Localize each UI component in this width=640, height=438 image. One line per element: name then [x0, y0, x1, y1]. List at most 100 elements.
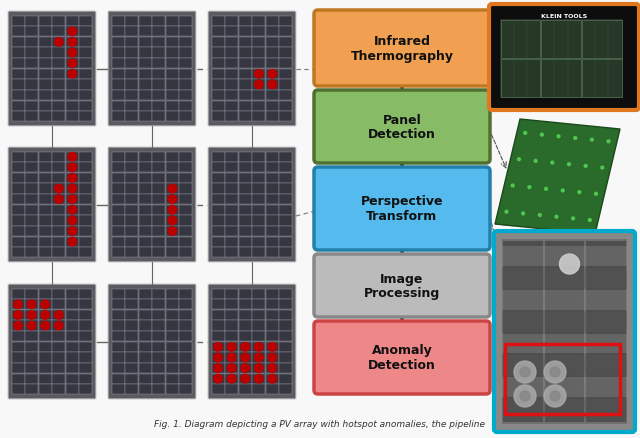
FancyBboxPatch shape	[489, 5, 639, 111]
Bar	[252, 70, 266, 80]
Bar	[252, 248, 266, 258]
Circle shape	[68, 49, 77, 58]
Bar	[38, 342, 52, 352]
Bar	[166, 226, 179, 237]
Bar	[125, 17, 138, 27]
Bar	[239, 353, 252, 363]
Bar	[66, 27, 79, 37]
Bar	[211, 91, 225, 101]
Circle shape	[14, 311, 22, 319]
Bar	[125, 300, 138, 310]
Bar	[179, 184, 193, 194]
Text: KLEIN TOOLS: KLEIN TOOLS	[541, 14, 587, 18]
Bar	[79, 300, 92, 310]
Bar	[111, 173, 125, 184]
Bar	[239, 80, 252, 90]
Bar	[280, 300, 292, 310]
Bar	[79, 363, 92, 373]
Circle shape	[545, 188, 548, 191]
Bar	[125, 91, 138, 101]
Bar	[12, 70, 24, 80]
Circle shape	[28, 311, 36, 319]
Bar	[152, 216, 165, 226]
Bar	[582, 60, 621, 97]
Bar	[79, 321, 92, 331]
Bar	[111, 205, 125, 215]
Bar	[280, 112, 292, 122]
Circle shape	[514, 385, 536, 407]
Bar	[252, 310, 266, 320]
Bar	[25, 38, 38, 48]
Circle shape	[551, 162, 554, 165]
Bar	[111, 80, 125, 90]
Bar	[166, 194, 179, 205]
Bar	[152, 363, 165, 373]
Bar	[25, 80, 38, 90]
Bar	[266, 112, 279, 122]
Bar	[52, 385, 65, 395]
Bar	[152, 289, 165, 299]
Bar	[239, 27, 252, 37]
Bar	[66, 248, 79, 258]
Bar	[52, 80, 65, 90]
Bar	[280, 332, 292, 342]
Bar	[266, 342, 279, 352]
Circle shape	[268, 364, 276, 372]
Bar	[252, 184, 266, 194]
Bar	[239, 216, 252, 226]
Bar	[502, 247, 627, 266]
Bar	[225, 70, 238, 80]
Bar	[225, 17, 238, 27]
Bar	[211, 38, 225, 48]
Bar	[280, 48, 292, 59]
Bar	[239, 17, 252, 27]
Text: Anomaly
Detection: Anomaly Detection	[368, 344, 436, 372]
Bar	[266, 205, 279, 215]
Bar	[152, 321, 165, 331]
Bar	[38, 70, 52, 80]
Bar	[66, 184, 79, 194]
Bar	[139, 216, 152, 226]
Bar	[280, 59, 292, 69]
Bar	[12, 59, 24, 69]
Bar	[38, 91, 52, 101]
Bar	[79, 70, 92, 80]
Bar	[211, 59, 225, 69]
Bar	[266, 152, 279, 162]
Bar	[12, 17, 24, 27]
Bar	[111, 194, 125, 205]
Bar	[505, 344, 620, 414]
Bar	[266, 289, 279, 299]
Bar	[239, 342, 252, 352]
Bar	[166, 310, 179, 320]
Bar	[139, 102, 152, 112]
Bar	[12, 184, 24, 194]
Bar	[179, 248, 193, 258]
Bar	[166, 300, 179, 310]
Bar	[166, 205, 179, 215]
Bar	[179, 374, 193, 384]
Bar	[125, 342, 138, 352]
Bar	[266, 237, 279, 247]
Circle shape	[268, 353, 276, 362]
Circle shape	[511, 184, 514, 187]
Bar	[25, 353, 38, 363]
Bar	[12, 289, 24, 299]
Bar	[252, 374, 266, 384]
Bar	[38, 289, 52, 299]
Bar	[166, 353, 179, 363]
Bar	[12, 152, 24, 162]
Bar	[111, 184, 125, 194]
Bar	[252, 173, 266, 184]
Bar	[152, 184, 165, 194]
Bar	[79, 248, 92, 258]
Bar	[225, 321, 238, 331]
Bar	[12, 353, 24, 363]
Circle shape	[595, 193, 598, 196]
Bar	[280, 17, 292, 27]
FancyBboxPatch shape	[108, 148, 196, 262]
Bar	[239, 184, 252, 194]
Bar	[502, 334, 627, 353]
Bar	[125, 205, 138, 215]
Bar	[139, 321, 152, 331]
